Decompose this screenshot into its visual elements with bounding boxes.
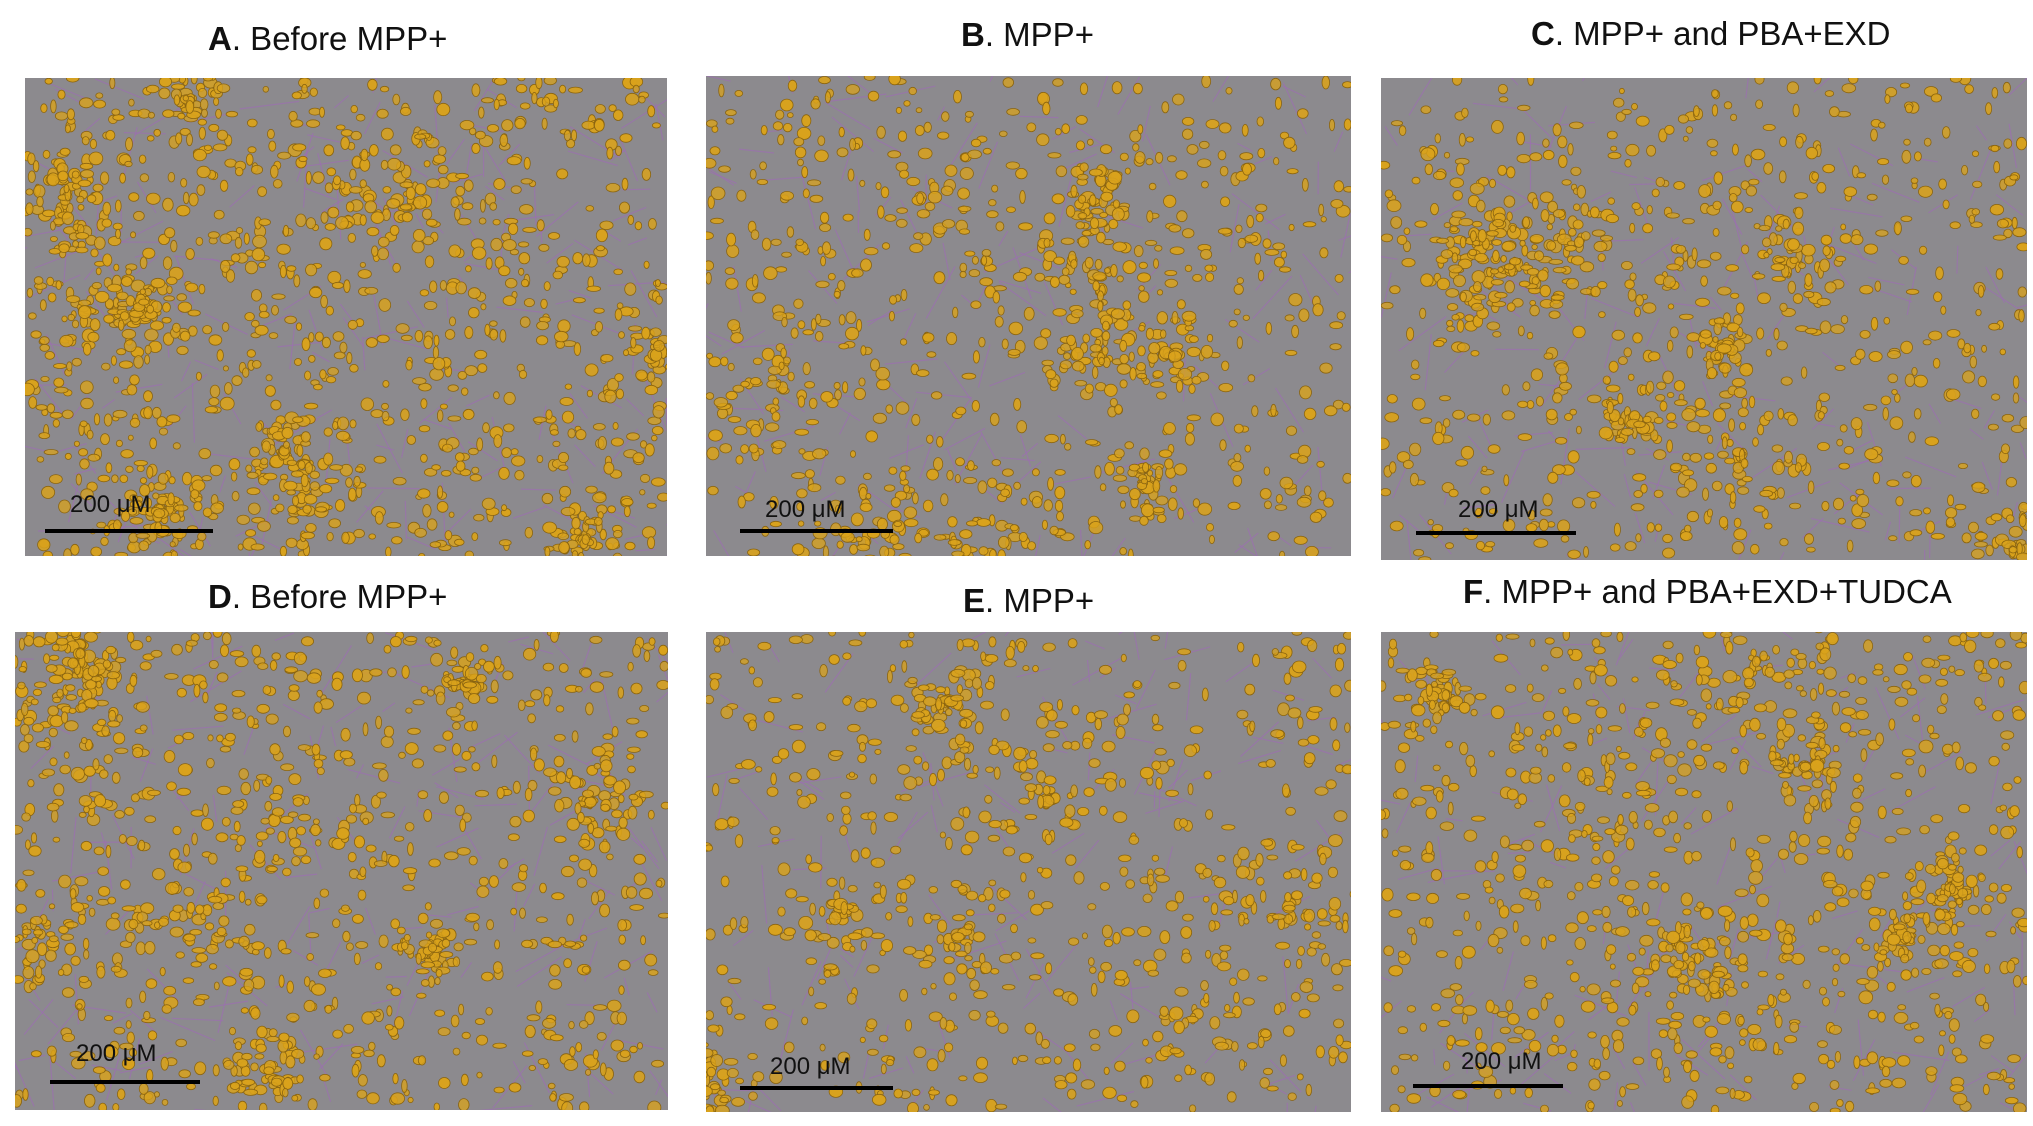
scale-bar-label-e: 200 μM bbox=[770, 1053, 851, 1080]
panel-letter-d: D bbox=[208, 578, 232, 615]
panel-title-c: C. MPP+ and PBA+EXD bbox=[1531, 17, 1891, 50]
micrograph-a bbox=[25, 78, 667, 556]
micrograph-texture-b bbox=[706, 76, 1351, 556]
panel-title-e: E. MPP+ bbox=[963, 584, 1094, 617]
micrograph-d bbox=[15, 632, 668, 1110]
scale-bar-a bbox=[45, 529, 213, 533]
micrograph-texture-e bbox=[706, 632, 1351, 1112]
panel-caption-e: . MPP+ bbox=[985, 582, 1095, 619]
micrograph-c bbox=[1381, 78, 2027, 560]
panel-letter-a: A bbox=[208, 20, 232, 57]
scale-bar-e bbox=[740, 1086, 893, 1090]
panel-title-f: F. MPP+ and PBA+EXD+TUDCA bbox=[1463, 575, 1952, 608]
scale-bar-b bbox=[740, 529, 893, 533]
panel-title-d: D. Before MPP+ bbox=[208, 580, 447, 613]
micrograph-e bbox=[706, 632, 1351, 1112]
panel-title-a: A. Before MPP+ bbox=[208, 22, 447, 55]
panel-caption-c: . MPP+ and PBA+EXD bbox=[1554, 15, 1891, 52]
panel-caption-b: . MPP+ bbox=[984, 16, 1094, 53]
panel-letter-c: C bbox=[1531, 15, 1555, 52]
micrograph-texture-a bbox=[25, 78, 667, 556]
scale-bar-f bbox=[1413, 1084, 1563, 1088]
panel-letter-e: E bbox=[963, 582, 986, 619]
micrograph-f bbox=[1381, 632, 2027, 1112]
scale-bar-d bbox=[50, 1080, 200, 1084]
micrograph-texture-f bbox=[1381, 632, 2027, 1112]
scale-bar-label-d: 200 μM bbox=[76, 1040, 157, 1067]
panel-caption-d: . Before MPP+ bbox=[231, 578, 448, 615]
panel-title-b: B. MPP+ bbox=[961, 18, 1094, 51]
micrograph-texture-c bbox=[1381, 78, 2027, 560]
panel-letter-b: B bbox=[961, 16, 985, 53]
scale-bar-label-a: 200 μM bbox=[70, 491, 151, 518]
panel-letter-f: F bbox=[1463, 573, 1484, 610]
scale-bar-label-b: 200 μM bbox=[765, 496, 846, 523]
micrograph-texture-d bbox=[15, 632, 668, 1110]
scale-bar-c bbox=[1416, 531, 1576, 535]
panel-caption-f: . MPP+ and PBA+EXD+TUDCA bbox=[1483, 573, 1952, 610]
micrograph-b bbox=[706, 76, 1351, 556]
panel-caption-a: . Before MPP+ bbox=[231, 20, 448, 57]
scale-bar-label-f: 200 μM bbox=[1461, 1048, 1542, 1075]
scale-bar-label-c: 200 μM bbox=[1458, 496, 1539, 523]
